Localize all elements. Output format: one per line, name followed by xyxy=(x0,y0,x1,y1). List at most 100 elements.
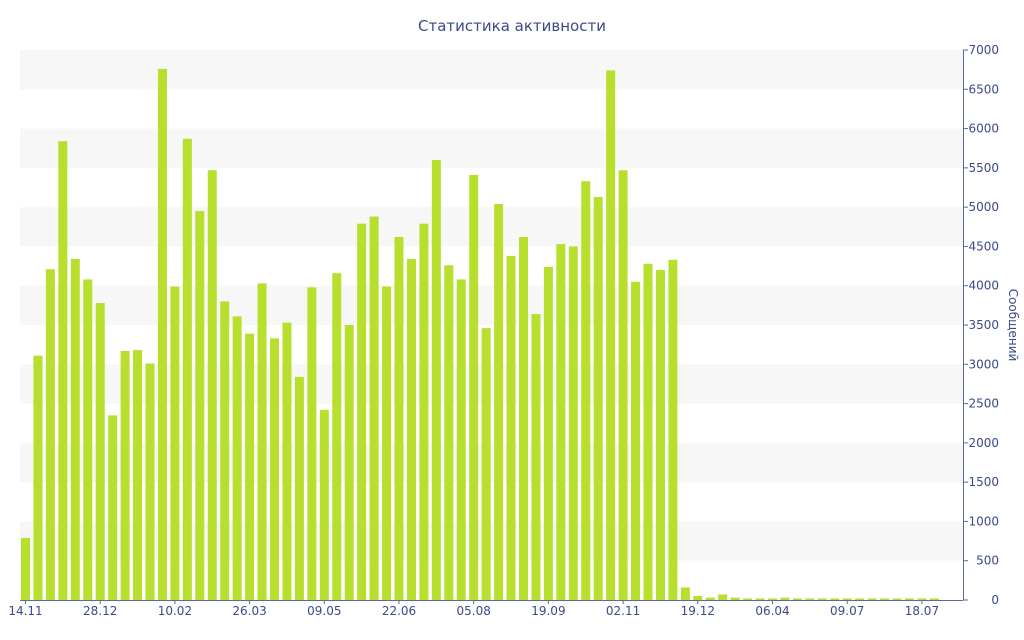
bar xyxy=(680,587,690,600)
bar xyxy=(805,598,815,600)
bar xyxy=(21,537,30,600)
x-tick-label: 06.04 xyxy=(755,604,789,618)
bar xyxy=(581,181,591,600)
y-tick-label: 6500 xyxy=(968,82,999,96)
bar xyxy=(108,415,118,600)
x-tick-label: 09.05 xyxy=(307,604,341,618)
bar xyxy=(606,70,616,601)
x-tick-label: 05.08 xyxy=(457,604,491,618)
bar xyxy=(469,174,479,600)
bar xyxy=(693,596,703,600)
bar xyxy=(519,237,528,600)
bar xyxy=(170,286,180,600)
bar xyxy=(245,333,255,600)
y-tick-label: 6000 xyxy=(968,122,999,136)
bar xyxy=(892,598,902,600)
bar xyxy=(929,598,939,600)
x-tick-label: 09.07 xyxy=(830,604,864,618)
bar xyxy=(45,269,55,600)
bar xyxy=(270,338,279,600)
bar xyxy=(319,409,329,600)
bar xyxy=(917,598,927,600)
bar xyxy=(817,598,827,600)
bar xyxy=(631,281,641,600)
bar xyxy=(307,287,317,600)
bar xyxy=(33,355,43,600)
bar xyxy=(444,265,454,600)
y-axis: 0 500 1000 1500 2000 2500 3000 3500 4000 4500 5000… xyxy=(963,43,999,607)
x-tick-label: 19.12 xyxy=(681,604,715,618)
y-tick-label: 5000 xyxy=(968,200,999,214)
x-tick-label: 18.07 xyxy=(905,604,939,618)
bar xyxy=(531,314,541,600)
bar xyxy=(593,196,603,600)
bar-series xyxy=(21,68,939,601)
bar xyxy=(257,283,267,600)
bar xyxy=(655,270,665,600)
y-tick-label: 2000 xyxy=(968,436,999,450)
x-tick-label: 10.02 xyxy=(158,604,192,618)
y-tick-label: 1000 xyxy=(968,514,999,528)
bar xyxy=(133,350,143,600)
x-tick-label: 14.11 xyxy=(8,604,42,618)
bar xyxy=(95,303,105,600)
bar xyxy=(220,301,230,600)
bar xyxy=(718,594,728,600)
bar xyxy=(755,598,765,600)
bar xyxy=(568,246,578,600)
x-axis: 14.11 28.12 10.02 26.03 09.05 22.06 05.08 19.09… xyxy=(8,600,963,618)
bar xyxy=(157,68,167,601)
chart-title: Статистика активности xyxy=(418,17,606,35)
bar xyxy=(182,138,192,601)
y-tick-label: 4500 xyxy=(968,239,999,253)
bar xyxy=(431,160,441,600)
bar xyxy=(419,223,429,600)
bar xyxy=(58,141,68,600)
bar xyxy=(842,598,852,600)
bar xyxy=(456,279,466,600)
bar xyxy=(332,273,342,600)
bar xyxy=(481,328,491,600)
grid-band xyxy=(20,50,963,90)
bar xyxy=(344,325,354,600)
bar xyxy=(394,237,404,600)
y-tick-label: 2500 xyxy=(968,397,999,411)
bar xyxy=(382,286,392,600)
bar xyxy=(780,597,790,600)
y-tick-label: 1500 xyxy=(968,475,999,489)
grid-band xyxy=(20,207,963,247)
bar xyxy=(867,598,877,600)
bar xyxy=(880,598,890,600)
x-tick-label: 19.09 xyxy=(531,604,565,618)
y-tick-label: 3000 xyxy=(968,357,999,371)
bar xyxy=(768,598,777,600)
y-tick-label: 0 xyxy=(991,593,999,607)
y-tick-label: 4000 xyxy=(968,279,999,293)
bar xyxy=(70,259,80,600)
bar xyxy=(668,259,678,600)
bar xyxy=(556,244,566,600)
bar xyxy=(543,266,553,600)
bar xyxy=(207,170,217,600)
bar xyxy=(406,259,416,600)
bar xyxy=(282,322,292,600)
grid-bands xyxy=(20,50,963,561)
y-tick-label: 5500 xyxy=(968,161,999,175)
grid-band xyxy=(20,128,963,168)
bar xyxy=(643,263,653,600)
bar xyxy=(506,255,516,601)
bar xyxy=(830,598,840,600)
bar xyxy=(294,376,304,600)
bar xyxy=(904,598,914,600)
y-tick-label: 7000 xyxy=(968,43,999,57)
y-axis-label: Сообщений xyxy=(1006,289,1020,362)
bar xyxy=(743,598,753,600)
x-tick-label: 26.03 xyxy=(232,604,266,618)
bar xyxy=(195,211,205,600)
bar xyxy=(357,223,367,600)
bar xyxy=(145,363,155,600)
bar xyxy=(705,597,715,600)
bar xyxy=(120,350,130,600)
y-tick-label: 500 xyxy=(976,554,999,568)
